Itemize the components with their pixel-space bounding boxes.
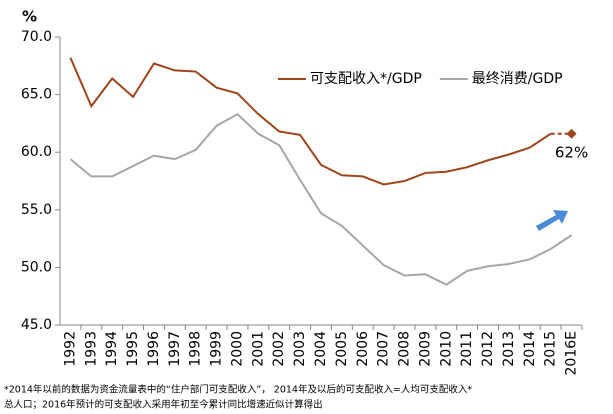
y-tick-label: 50.0: [21, 259, 52, 275]
x-tick-label: 2010: [438, 331, 454, 367]
y-tick-label: 45.0: [21, 317, 52, 333]
x-tick-label: 2007: [376, 331, 392, 367]
x-tick-label: 1997: [167, 331, 183, 367]
x-tick-label: 2003: [292, 331, 308, 367]
x-tick-label: 2013: [501, 331, 517, 367]
x-tick-label: 2011: [459, 331, 475, 367]
point-marker: [566, 128, 577, 139]
series-line: [69, 112, 573, 286]
x-tick-label: 1994: [104, 331, 120, 367]
y-tick-label: 60.0: [21, 144, 52, 160]
x-tick-label: 2015: [543, 331, 559, 367]
x-tick-label: 2008: [397, 331, 413, 367]
x-tick-label: 2001: [250, 331, 266, 367]
x-tick-label: 1995: [125, 331, 141, 367]
x-tick-label: 2012: [480, 331, 496, 367]
footnote: 总人口；2016年预计的可支配收入采用年初至今累计同比增速近似计算得出: [4, 399, 323, 411]
x-tick-label: 2002: [271, 331, 287, 367]
x-tick-label: 1992: [62, 331, 78, 367]
x-tick-label: 1996: [146, 331, 162, 367]
y-unit: %: [22, 8, 37, 26]
x-tick-label: 2016E: [564, 331, 580, 375]
x-tick-label: 1999: [209, 331, 225, 367]
footnote: *2014年以前的数据为资金流量表中的“住户部门可支配收入”， 2014年及以后…: [4, 384, 472, 396]
x-tick-label: 1998: [188, 331, 204, 367]
x-tick-label: 2006: [355, 331, 371, 367]
x-tick-label: 2000: [229, 331, 245, 367]
y-tick-label: 65.0: [21, 87, 52, 103]
trend-arrow: [536, 210, 568, 231]
annotation: 62%: [555, 143, 588, 161]
series-line: [69, 57, 552, 186]
legend-label: 最终消费/GDP: [472, 71, 563, 87]
x-tick-label: 2009: [417, 331, 433, 367]
x-tick-label: 1993: [83, 331, 99, 367]
x-tick-label: 2005: [334, 331, 350, 367]
legend-label: 可支配收入*/GDP: [310, 71, 422, 87]
x-tick-label: 2014: [522, 331, 538, 367]
y-tick-label: 70.0: [21, 29, 52, 45]
x-tick-label: 2004: [313, 331, 329, 367]
y-tick-label: 55.0: [21, 202, 52, 218]
